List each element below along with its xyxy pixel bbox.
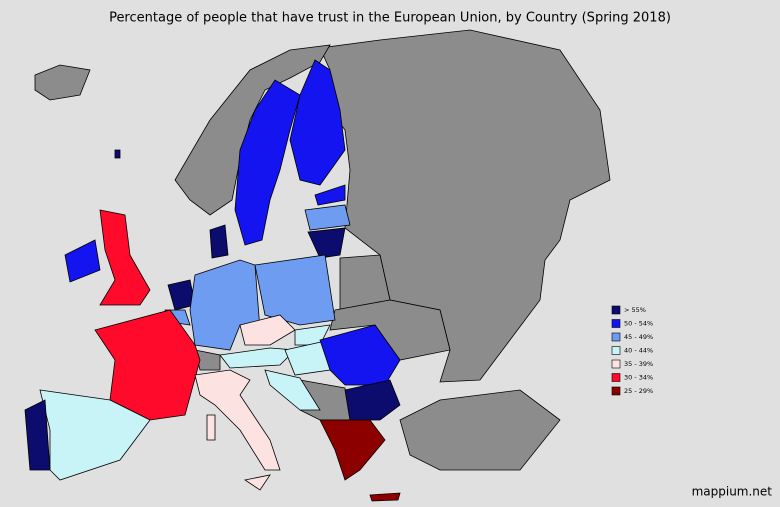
credit: mappium.net <box>692 485 773 499</box>
sicily <box>243 474 271 491</box>
non-eu <box>34 29 611 471</box>
sardinia <box>206 414 216 441</box>
legend-swatch <box>611 332 621 342</box>
legend-label: > 55% <box>624 306 646 314</box>
norway <box>174 44 331 216</box>
legend-swatch <box>611 373 621 382</box>
greece <box>319 419 386 481</box>
ukraine <box>329 299 451 361</box>
turkey <box>399 389 561 471</box>
france <box>94 309 201 421</box>
poland <box>254 254 336 326</box>
legend-label: 35 - 39% <box>624 360 653 368</box>
legend-swatch <box>611 305 621 315</box>
map-title: Percentage of people that have trust in … <box>109 11 671 26</box>
crete <box>369 492 401 502</box>
legend-swatch <box>611 319 621 328</box>
czechia <box>239 314 296 346</box>
legend-swatch <box>611 346 621 355</box>
legend: > 55% 50 - 54% 45 - 49% 40 - 44% 35 - 39% 30 … <box>611 305 653 396</box>
legend-label: 50 - 54% <box>624 320 653 328</box>
legend-swatch <box>611 386 621 396</box>
legend-label: 45 - 49% <box>624 333 653 341</box>
finland <box>289 59 346 186</box>
spain <box>39 389 151 481</box>
austria <box>219 347 296 369</box>
legend-label: 25 - 29% <box>624 387 653 395</box>
italy <box>194 369 281 471</box>
faroe <box>114 149 121 159</box>
legend-label: 30 - 34% <box>624 374 653 382</box>
portugal <box>24 399 51 471</box>
iceland <box>34 64 91 101</box>
legend-swatch <box>611 359 621 369</box>
lithuania <box>307 227 346 259</box>
sweden <box>234 79 301 246</box>
estonia <box>314 184 346 206</box>
latvia <box>304 204 351 231</box>
denmark <box>209 224 229 259</box>
bulgaria <box>344 379 401 421</box>
eu-countries <box>24 59 401 502</box>
croatia <box>264 369 321 411</box>
ireland <box>64 239 101 283</box>
united-kingdom <box>99 209 151 306</box>
legend-label: 40 - 44% <box>624 347 653 355</box>
